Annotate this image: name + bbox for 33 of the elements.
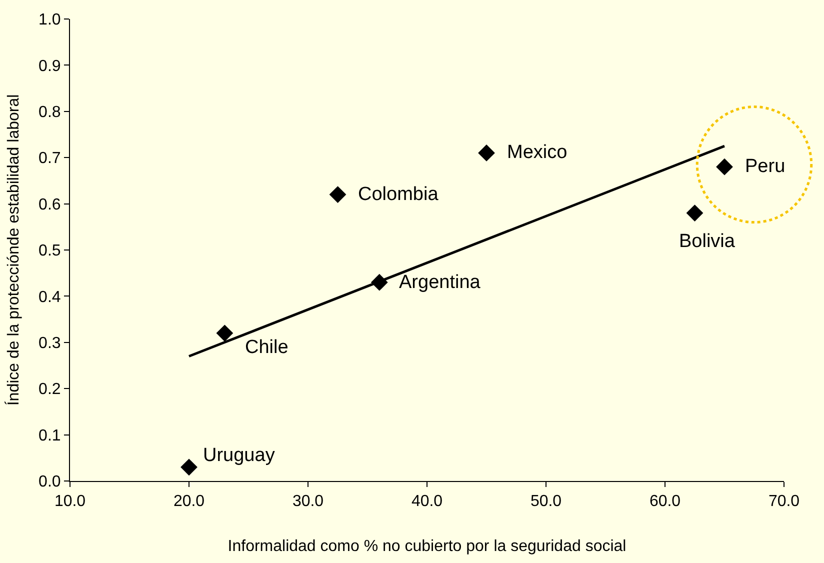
point (478, 144, 495, 162)
annotation: Colombia (358, 184, 439, 205)
annotation: Peru (745, 156, 786, 177)
x-tick-label: 70.0 (768, 493, 800, 510)
y-axis-title: Índice de la protecciónde estabilidad laboral (4, 94, 22, 406)
x-tick-label: 50.0 (530, 493, 562, 510)
annotation: Bolivia (679, 231, 736, 252)
annotation: Argentina (399, 272, 481, 293)
x-tick-label: 30.0 (292, 493, 324, 510)
x-tick-label: 10.0 (54, 493, 86, 510)
y-tick-label: 0.4 (38, 288, 61, 306)
y-tick-label: 0.9 (38, 58, 61, 75)
point (216, 324, 234, 342)
y-tick-label: 0.8 (38, 104, 61, 121)
annotation: Uruguay (203, 445, 276, 466)
point (686, 204, 704, 222)
y-tick-label: 1.0 (38, 12, 61, 29)
x-axis-title: Informalidad como % no cubierto por la seguridad social (228, 538, 626, 555)
annotation: Chile (245, 337, 288, 358)
y-tick-label: 0.2 (38, 381, 61, 398)
x-tick-label: 20.0 (173, 493, 205, 510)
point (329, 186, 346, 204)
y-tick-label: 0.3 (38, 335, 61, 352)
annotation: Mexico (507, 142, 568, 163)
x-tick-label: 60.0 (649, 493, 681, 510)
x-tick-label: 40.0 (411, 493, 443, 510)
point (180, 458, 198, 476)
y-tick-label: 0.1 (38, 427, 61, 444)
y-tick-label: 0.7 (38, 150, 61, 168)
y-tick-label: 0.5 (38, 242, 61, 260)
y-tick-label: 0.0 (38, 474, 61, 491)
y-tick-label: 0.6 (38, 196, 61, 214)
point (716, 158, 733, 176)
